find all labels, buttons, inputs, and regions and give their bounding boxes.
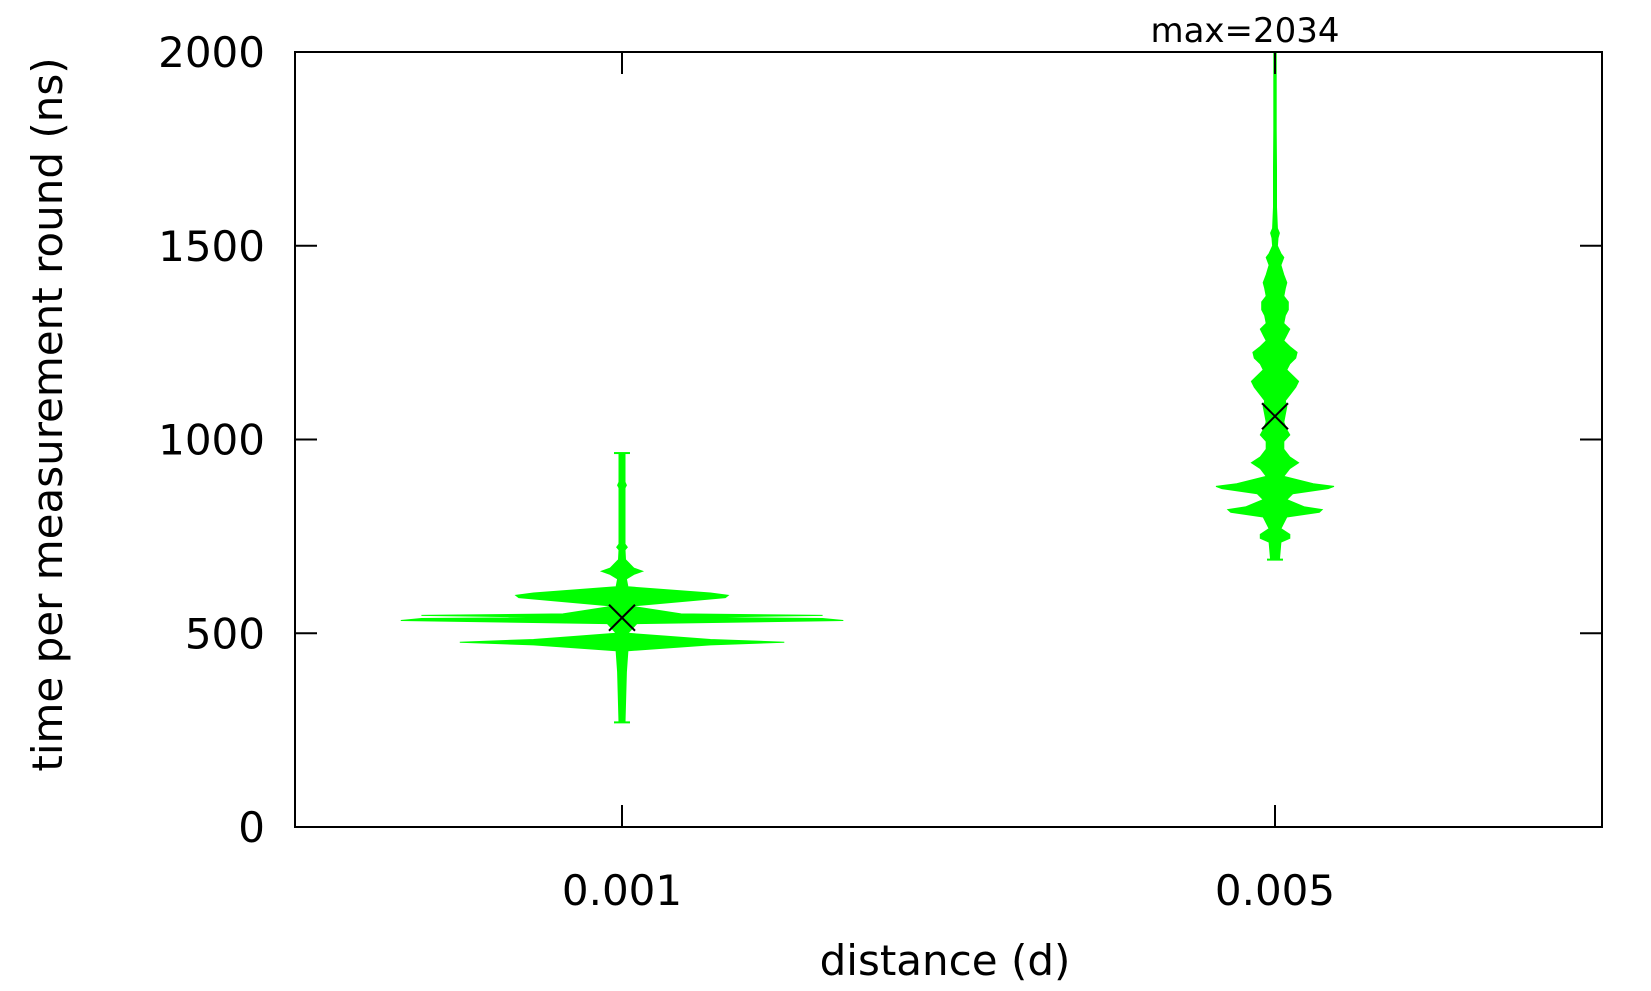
violin-0.001 <box>400 452 844 724</box>
max-annotation: max=2034 <box>1150 11 1339 51</box>
mean-markers-layer <box>608 402 1289 632</box>
y-tick-label: 1500 <box>158 222 265 271</box>
violin-body <box>400 452 844 723</box>
mean-marker-stroke <box>1261 402 1289 430</box>
plot-frame <box>294 51 1603 828</box>
y-axis-title: time per measurement round (ns) <box>23 57 72 771</box>
y-tick-label: 1000 <box>158 416 265 465</box>
mean-marker-stroke <box>608 604 636 632</box>
mean-marker-0.001 <box>608 604 636 632</box>
x-tick-label: 0.005 <box>1215 866 1335 915</box>
ticks-layer: 0 500 1000 1500 2000 0.001 0.005 <box>158 28 1602 915</box>
violin-body <box>1215 51 1335 561</box>
violin-0.005 <box>1215 51 1335 561</box>
x-tick-label: 0.001 <box>562 866 682 915</box>
mean-marker-0.005 <box>1261 402 1289 430</box>
y-tick-label: 2000 <box>158 28 265 77</box>
y-tick-label: 0 <box>238 803 265 852</box>
x-axis-title: distance (d) <box>820 936 1071 985</box>
violins-layer <box>400 51 1335 724</box>
y-tick-label: 500 <box>185 609 265 658</box>
